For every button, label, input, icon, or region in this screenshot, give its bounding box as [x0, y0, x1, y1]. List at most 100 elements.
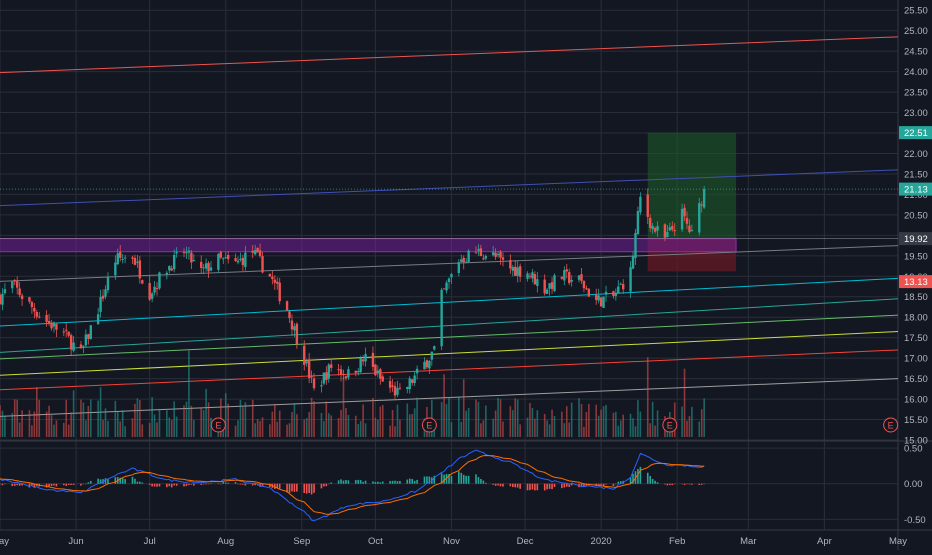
- candle-body: [99, 296, 102, 312]
- macd-histogram-bar: [244, 483, 247, 486]
- macd-histogram-bar: [615, 483, 617, 485]
- price-tick-label: 23.50: [904, 88, 928, 99]
- macd-histogram-bar: [205, 483, 207, 485]
- candle-body: [273, 279, 276, 283]
- volume-bar: [55, 420, 58, 437]
- macd-histogram-bar: [288, 483, 291, 493]
- volume-bar: [104, 408, 107, 437]
- candle-body: [388, 380, 392, 388]
- macd-histogram-bar: [671, 483, 674, 486]
- candle-body: [631, 256, 635, 269]
- candle-body: [101, 295, 105, 299]
- candle-body: [13, 279, 16, 282]
- volume-bar: [237, 420, 239, 437]
- volume-bar: [477, 401, 480, 437]
- macd-histogram-bar: [305, 483, 308, 494]
- candle-body: [45, 314, 48, 322]
- volume-bar: [173, 401, 176, 437]
- macd-histogram-bar: [291, 483, 293, 492]
- macd-histogram-bar: [673, 483, 676, 485]
- volume-bar: [342, 377, 345, 437]
- candle-body: [653, 227, 657, 232]
- macd-histogram-bar: [11, 483, 14, 487]
- earnings-marker: [883, 417, 899, 433]
- volume-bar: [372, 397, 374, 437]
- volume-bar: [583, 426, 585, 437]
- volume-bar: [273, 403, 276, 437]
- candle-body: [406, 386, 409, 390]
- volume-bar: [492, 418, 494, 437]
- volume-bar: [254, 423, 256, 437]
- volume-bar: [325, 401, 328, 437]
- candle-body: [133, 257, 137, 265]
- volume-bar: [102, 419, 104, 437]
- macd-histogram-bar: [0, 483, 1, 485]
- volume-bar: [296, 414, 298, 437]
- volume-bar: [156, 422, 158, 437]
- candle-body: [18, 288, 21, 296]
- volume-bar: [580, 403, 583, 437]
- volume-bar: [239, 399, 242, 437]
- candle-body: [320, 385, 323, 387]
- volume-bar: [124, 426, 126, 437]
- macd-histogram-bar: [543, 483, 546, 491]
- volume-bar: [153, 414, 156, 437]
- candle-body: [668, 227, 672, 231]
- macd-histogram-bar: [303, 483, 306, 494]
- candle-body: [491, 252, 495, 256]
- macd-histogram-bar: [168, 483, 171, 487]
- macd-histogram-bar: [458, 471, 460, 484]
- volume-bar: [1, 410, 4, 437]
- candle-body: [224, 257, 227, 259]
- candle-body: [560, 276, 564, 279]
- macd-histogram-bar: [97, 478, 99, 484]
- macd-histogram-bar: [99, 479, 102, 484]
- volume-bar: [99, 387, 102, 437]
- candle-body: [361, 359, 365, 362]
- volume-bar: [323, 421, 325, 437]
- volume-bar: [278, 410, 281, 437]
- candle-body: [381, 376, 384, 382]
- candle-body: [619, 283, 622, 285]
- macd-histogram-bar: [293, 483, 296, 492]
- macd-histogram-bar: [261, 483, 264, 487]
- price-tick-label: 22.00: [904, 149, 928, 160]
- candle-body: [685, 217, 689, 224]
- macd-histogram-bar: [359, 480, 362, 484]
- volume-bar: [514, 398, 517, 437]
- candle-body: [408, 378, 411, 390]
- candle-body: [138, 260, 142, 279]
- macd-histogram-bar: [632, 473, 634, 484]
- macd-histogram-bar: [688, 483, 691, 485]
- candle-body: [290, 320, 294, 330]
- volume-bar: [654, 425, 656, 437]
- macd-histogram-bar: [175, 483, 178, 486]
- volume-bar: [357, 424, 360, 437]
- macd-histogram-bar: [345, 479, 347, 484]
- candle-body: [209, 267, 213, 271]
- macd-histogram-bar: [519, 483, 521, 489]
- price-tag-box-target: [899, 126, 932, 140]
- price-tick-label: 18.00: [904, 313, 928, 324]
- volume-bar: [639, 411, 642, 437]
- macd-histogram-bar: [600, 483, 602, 485]
- candle-body: [175, 252, 178, 254]
- candle-body: [457, 262, 461, 274]
- candle-body: [234, 258, 237, 262]
- macd-histogram-bar: [423, 476, 426, 484]
- volume-bar: [141, 424, 144, 437]
- candle-body: [65, 329, 68, 331]
- macd-histogram-bar: [448, 474, 450, 484]
- candle-body: [219, 251, 223, 258]
- candle-body: [241, 257, 245, 266]
- macd-histogram-bar: [48, 483, 50, 487]
- candle-body: [148, 282, 151, 300]
- volume-bar: [293, 403, 296, 437]
- candle-body: [344, 376, 348, 379]
- volume-bar: [546, 420, 548, 437]
- macd-histogram-bar: [296, 483, 298, 492]
- candle-body: [479, 248, 483, 257]
- candle-body: [67, 331, 70, 336]
